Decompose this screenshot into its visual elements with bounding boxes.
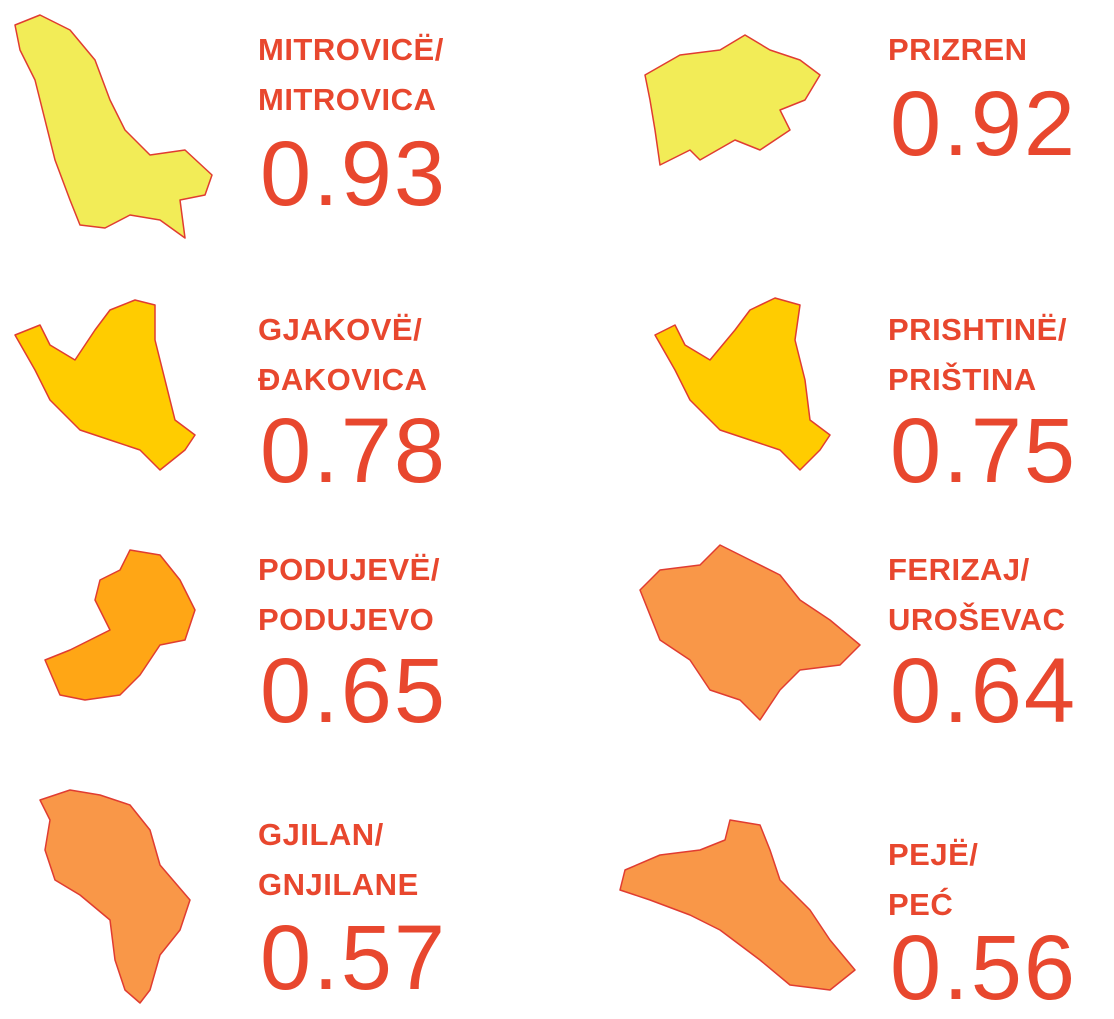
region-name: MITROVICË/MITROVICA [258, 25, 444, 125]
region-shape [14, 299, 196, 471]
name-line: PODUJEVO [258, 602, 435, 637]
region-shape [44, 549, 196, 701]
region-value: 0.64 [890, 640, 1078, 742]
region-value: 0.65 [260, 640, 448, 742]
name-line: GNJILANE [258, 867, 419, 902]
name-line: PRIZREN [888, 32, 1028, 67]
name-line: ĐAKOVICA [258, 362, 428, 397]
region-value: 0.57 [260, 907, 448, 1009]
region-name: GJILAN/GNJILANE [258, 810, 419, 910]
region-name: PRISHTINË/PRIŠTINA [888, 305, 1067, 405]
region-shape [639, 544, 861, 721]
name-line: PEĆ [888, 887, 954, 922]
region-shape [619, 819, 856, 991]
name-line: UROŠEVAC [888, 602, 1066, 637]
region-shape [39, 789, 191, 1004]
name-line: MITROVICË/ [258, 32, 444, 67]
region-shape [14, 14, 213, 239]
region-shape [644, 34, 821, 166]
region-name: PRIZREN [888, 25, 1028, 75]
name-line: PODUJEVË/ [258, 552, 440, 587]
name-line: GJILAN/ [258, 817, 384, 852]
region-name: GJAKOVË/ĐAKOVICA [258, 305, 427, 405]
name-line: PEJË/ [888, 837, 979, 872]
region-name: PODUJEVË/PODUJEVO [258, 545, 440, 645]
region-name: FERIZAJ/UROŠEVAC [888, 545, 1065, 645]
region-shape [654, 297, 831, 471]
name-line: GJAKOVË/ [258, 312, 423, 347]
region-value: 0.75 [890, 400, 1078, 502]
region-value: 0.56 [890, 917, 1078, 1019]
name-line: MITROVICA [258, 82, 437, 117]
region-value: 0.92 [890, 73, 1078, 175]
region-value: 0.93 [260, 123, 448, 225]
region-name: PEJË/PEĆ [888, 830, 978, 930]
name-line: PRISHTINË/ [888, 312, 1067, 347]
region-value: 0.78 [260, 400, 448, 502]
name-line: FERIZAJ/ [888, 552, 1030, 587]
name-line: PRIŠTINA [888, 362, 1037, 397]
